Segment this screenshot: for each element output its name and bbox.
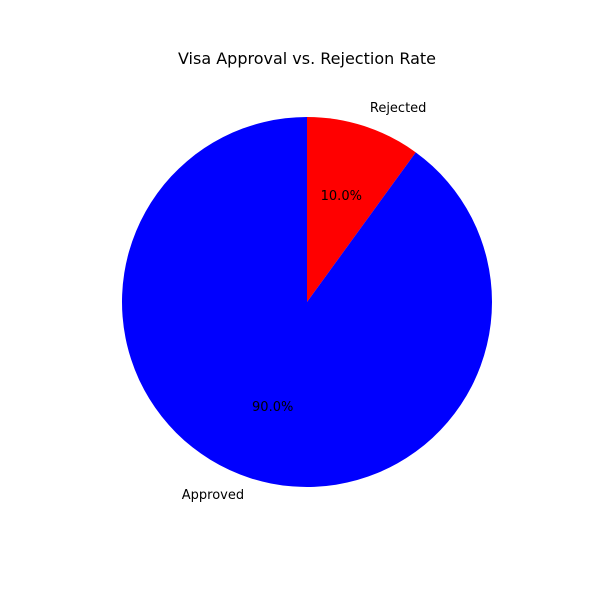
pct-label-approved: 90.0% <box>252 400 293 415</box>
chart-title: Visa Approval vs. Rejection Rate <box>178 49 436 68</box>
pie-slices <box>122 117 493 487</box>
slice-label-approved: Approved <box>182 488 244 503</box>
pie-slice-rejected <box>307 117 416 302</box>
slice-label-rejected: Rejected <box>370 101 427 116</box>
pie-slice-approved <box>122 117 493 487</box>
pct-label-rejected: 10.0% <box>321 189 362 204</box>
pie-labels: Rejected 10.0% Approved 90.0% <box>182 101 427 503</box>
